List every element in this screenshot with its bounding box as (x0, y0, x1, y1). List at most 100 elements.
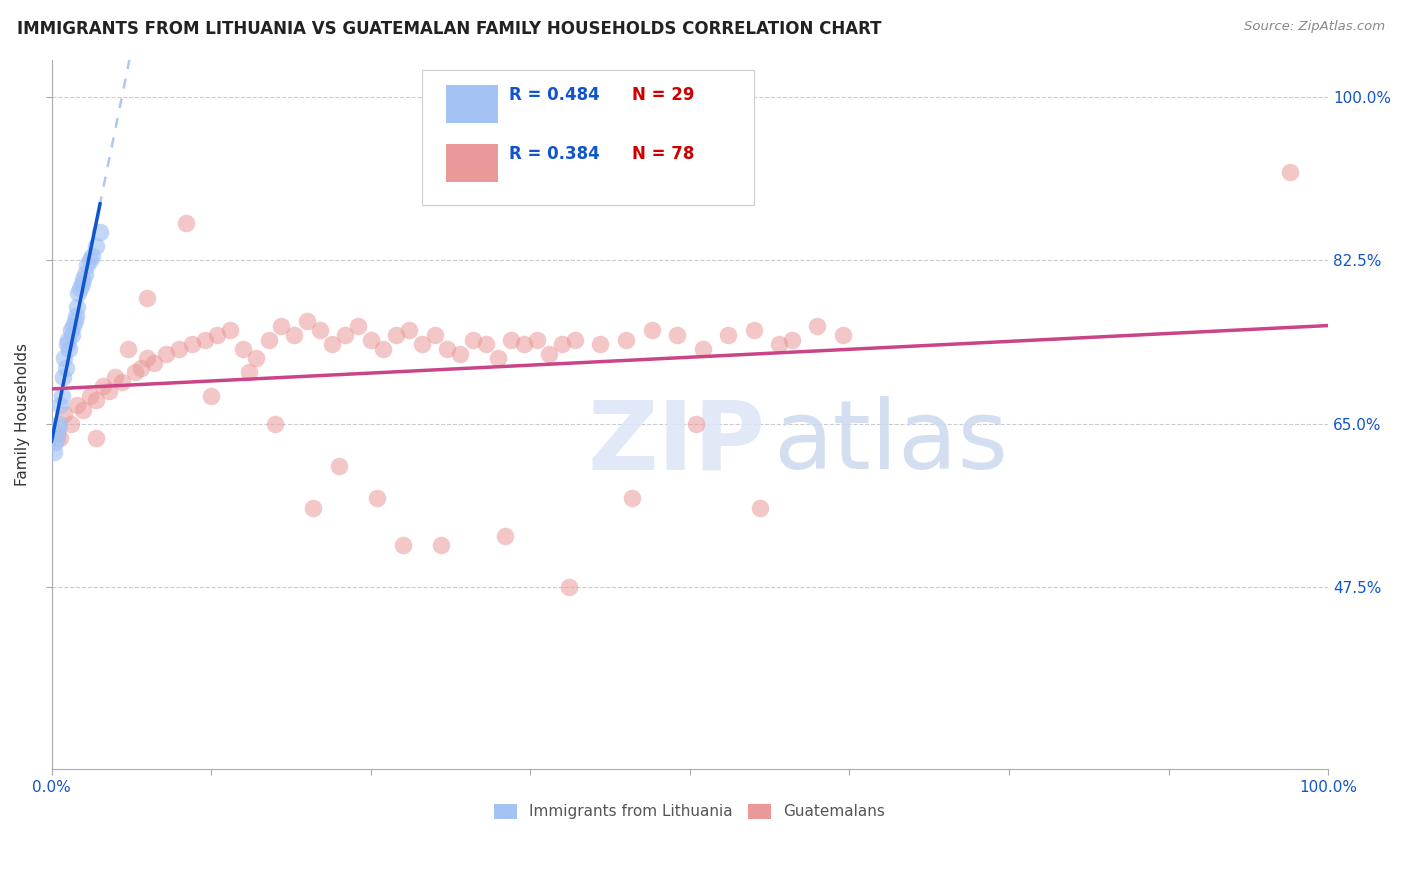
Point (155, 347, 177, 361)
Point (51, 389, 73, 403)
Point (49, 398, 72, 412)
Point (557, 580, 579, 594)
Point (513, 337, 536, 351)
Point (76, 258, 98, 272)
Point (295, 314, 318, 328)
Point (104, 370, 127, 384)
Point (111, 375, 134, 389)
Point (640, 323, 662, 337)
Point (551, 337, 574, 351)
Point (84, 393, 107, 408)
Point (614, 333, 637, 347)
Point (84, 239, 107, 253)
Point (430, 538, 453, 552)
Point (621, 491, 644, 506)
Point (328, 458, 350, 473)
Point (302, 500, 325, 515)
Point (56, 337, 79, 351)
Point (589, 337, 612, 351)
Point (62, 318, 84, 333)
Point (136, 291, 159, 305)
Point (142, 356, 165, 370)
Point (52, 370, 75, 384)
Point (66, 398, 89, 412)
Point (59, 417, 82, 431)
Point (333, 328, 356, 343)
Point (181, 337, 204, 351)
Point (69, 281, 91, 295)
FancyBboxPatch shape (446, 85, 498, 123)
Point (832, 328, 855, 343)
Point (48, 417, 70, 431)
Point (45, 426, 67, 441)
Point (98, 384, 121, 398)
Point (82, 249, 104, 263)
Point (89, 225, 111, 239)
Point (1278, 164, 1301, 178)
Text: atlas: atlas (773, 396, 1008, 490)
Point (73, 268, 96, 282)
Point (136, 351, 159, 366)
Point (72, 272, 94, 286)
Point (398, 323, 420, 337)
Point (449, 347, 471, 361)
Point (60, 328, 83, 343)
Point (411, 337, 433, 351)
Point (257, 333, 280, 347)
Point (65, 310, 87, 324)
Point (423, 328, 446, 343)
Point (194, 333, 217, 347)
Point (117, 342, 139, 356)
Point (283, 328, 305, 343)
Point (264, 417, 287, 431)
Point (373, 342, 395, 356)
Point (124, 366, 146, 380)
Point (72, 402, 94, 417)
Point (174, 216, 197, 230)
Point (692, 342, 714, 356)
Point (67, 286, 90, 301)
Point (245, 351, 267, 366)
Text: N = 29: N = 29 (633, 86, 695, 104)
Point (474, 337, 496, 351)
Point (42, 445, 65, 459)
Point (53, 408, 76, 422)
Point (207, 328, 229, 343)
Point (461, 333, 484, 347)
Point (58, 342, 80, 356)
Point (666, 328, 689, 343)
Text: ZIP: ZIP (588, 396, 766, 490)
Point (66, 300, 89, 314)
Point (538, 347, 561, 361)
Point (167, 342, 190, 356)
Point (79, 389, 101, 403)
Text: R = 0.484: R = 0.484 (509, 86, 599, 104)
Point (129, 360, 152, 375)
Point (63, 314, 86, 328)
Point (749, 500, 772, 515)
Point (806, 318, 828, 333)
Point (200, 389, 222, 403)
Point (53, 351, 76, 366)
Point (79, 253, 101, 268)
Point (46, 421, 69, 435)
Point (49, 431, 72, 445)
Point (486, 351, 509, 366)
Point (84, 431, 107, 445)
Point (91, 379, 114, 393)
Point (717, 328, 740, 343)
Text: N = 78: N = 78 (633, 145, 695, 163)
Point (219, 323, 242, 337)
Point (360, 333, 382, 347)
Point (436, 342, 458, 356)
Point (564, 333, 586, 347)
Point (780, 333, 803, 347)
Text: Source: ZipAtlas.com: Source: ZipAtlas.com (1244, 20, 1385, 33)
Point (501, 333, 523, 347)
Point (321, 337, 343, 351)
Point (526, 333, 548, 347)
Point (232, 342, 254, 356)
Point (45, 431, 67, 445)
Point (59, 323, 82, 337)
Text: R = 0.384: R = 0.384 (509, 145, 599, 163)
